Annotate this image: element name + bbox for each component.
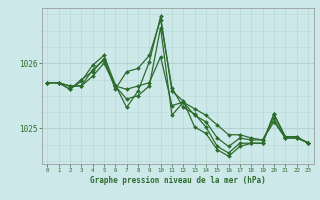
- X-axis label: Graphe pression niveau de la mer (hPa): Graphe pression niveau de la mer (hPa): [90, 176, 266, 185]
